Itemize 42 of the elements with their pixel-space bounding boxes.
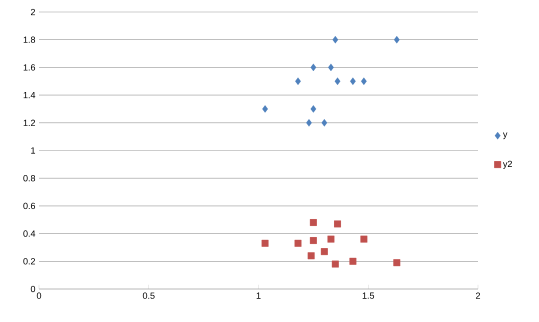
point (349, 258, 356, 265)
y-tick-label: 1.8 (24, 36, 36, 43)
point (306, 119, 312, 127)
point (310, 219, 317, 226)
point (328, 64, 334, 72)
point (334, 220, 342, 228)
point (295, 77, 301, 86)
point (321, 119, 328, 127)
x-tick-label: 0 (36, 292, 42, 299)
point (360, 77, 367, 86)
y-tick-label: 1.2 (24, 120, 36, 126)
y-tick-label: 0.8 (23, 175, 36, 182)
point (332, 36, 338, 44)
point (393, 259, 400, 266)
x-tick-label: 2 (476, 292, 480, 299)
y-tick-label: 1.6 (24, 64, 36, 71)
point (308, 252, 315, 260)
legend-label: y (502, 132, 508, 140)
point (327, 236, 334, 243)
point (310, 105, 316, 113)
point (332, 260, 339, 268)
legend-label: y2 (502, 160, 512, 169)
point (262, 240, 269, 247)
y-tick-label: 1 (31, 147, 36, 154)
y-tick-label: 0.4 (23, 230, 36, 237)
y-tick-label: 2 (30, 8, 36, 16)
y-tick-label: 0.2 (23, 258, 36, 264)
point (394, 36, 400, 44)
point (294, 240, 302, 247)
x-tick-label: 1.5 (362, 292, 374, 299)
point (350, 77, 356, 86)
point (262, 105, 268, 113)
point (334, 77, 340, 86)
point (310, 237, 317, 244)
x-tick-label: 1 (256, 292, 261, 299)
point (310, 64, 316, 72)
x-tick-label: 0.5 (142, 292, 155, 299)
y-tick-label: 1.4 (24, 92, 36, 98)
y-tick-label: 0 (30, 286, 36, 292)
point (360, 236, 368, 243)
point (320, 248, 328, 256)
y-tick-label: 0.6 (23, 202, 36, 210)
